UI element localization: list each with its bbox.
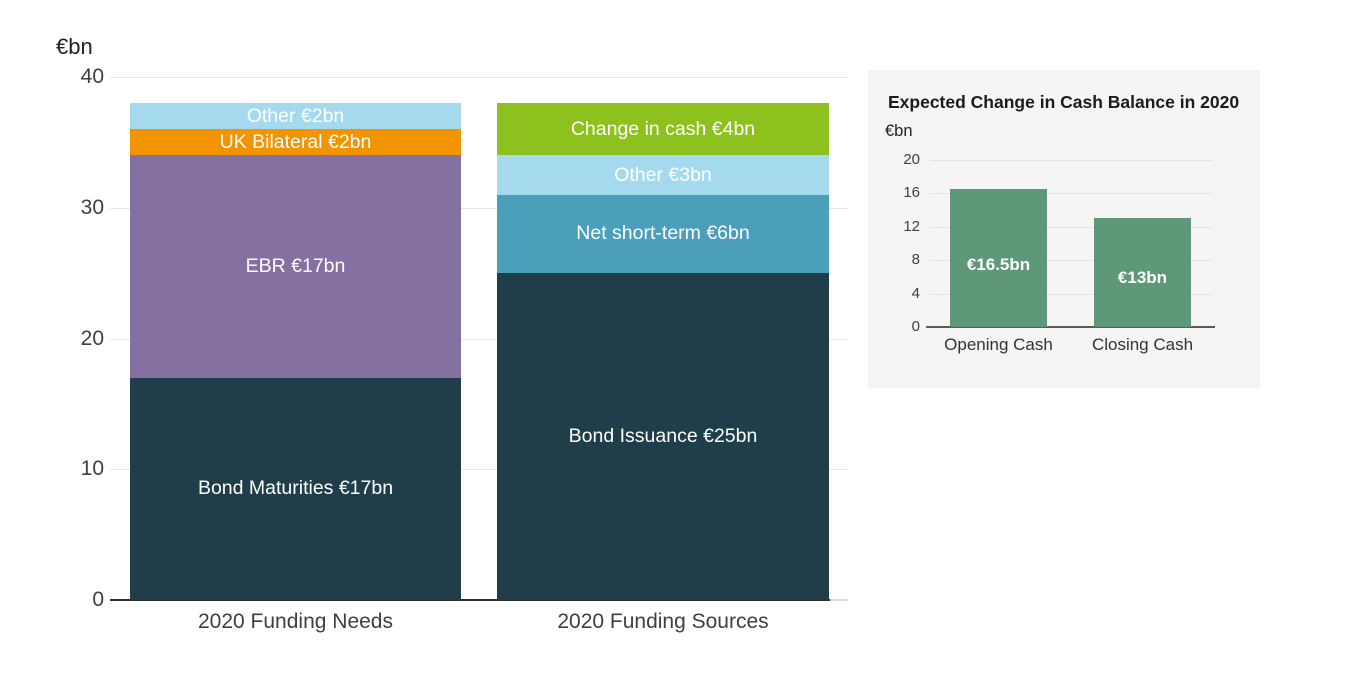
inset-y-tick-label: 12 xyxy=(903,217,920,235)
bar-segment: UK Bilateral €2bn xyxy=(130,129,461,156)
main-axis-unit-label: €bn xyxy=(56,34,93,59)
y-tick-label: 40 xyxy=(80,65,104,88)
y-tick-label: 30 xyxy=(80,195,104,219)
inset-y-tick-label: 0 xyxy=(911,318,920,335)
inset-bar-value-label: €13bn xyxy=(1117,268,1168,287)
inset-bar xyxy=(1094,218,1191,327)
bar-segment-label: Net short-term €6bn xyxy=(576,222,750,245)
bar-segment-label: Other €3bn xyxy=(614,163,712,186)
gridline xyxy=(110,469,848,471)
inset-x-axis-line xyxy=(926,326,1215,328)
inset-y-tick-label: 16 xyxy=(903,184,920,201)
inset-gridline xyxy=(930,260,1213,261)
bar-segment: Other €3bn xyxy=(497,155,829,195)
y-tick-label: 10 xyxy=(80,457,104,481)
x-axis-category-label: 2020 Funding Needs xyxy=(198,610,393,633)
bar-segment: Bond Issuance €25bn xyxy=(497,273,829,600)
inset-y-tick-label: 8 xyxy=(911,251,920,268)
inset-x-axis-category-label: Closing Cash xyxy=(1091,335,1194,354)
y-tick-label: 0 xyxy=(92,588,104,611)
bar-segment: Net short-term €6bn xyxy=(497,194,829,274)
bar-segment: Other €2bn xyxy=(130,103,461,130)
x-axis-line-extension xyxy=(830,599,848,601)
x-axis-line xyxy=(110,599,830,601)
inset-plot-area: 0 4 8 12 16 20 €16.5bn Opening Cash €13bn Closing… xyxy=(868,70,1260,388)
inset-bar-value-label: €16.5bn xyxy=(966,254,1031,274)
inset-y-tick-label: 4 xyxy=(911,284,920,302)
bar-segment-label: UK Bilateral €2bn xyxy=(219,130,372,153)
bar-segment-label: Bond Maturities €17bn xyxy=(197,477,394,500)
bar-segment-label: EBR €17bn xyxy=(245,255,346,278)
bar-segment-label: Change in cash €4bn xyxy=(570,117,756,140)
gridline xyxy=(110,338,848,340)
inset-gridline xyxy=(930,193,1213,194)
x-axis-category-label: 2020 Funding Sources xyxy=(557,610,769,633)
bar-segment: Bond Maturities €17bn xyxy=(130,377,461,600)
y-tick-label: 20 xyxy=(80,326,104,350)
bar-segment-label: Other €2bn xyxy=(246,104,345,127)
gridline xyxy=(110,207,848,209)
bar-segment: EBR €17bn xyxy=(130,155,461,378)
bar-segment-label: Bond Issuance €25bn xyxy=(568,425,758,448)
inset-y-tick-label: 20 xyxy=(903,150,920,168)
inset-title: Expected Change in Cash Balance in 2020 xyxy=(888,92,1240,112)
inset-gridline xyxy=(930,226,1213,228)
inset-x-axis-category-label: Opening Cash xyxy=(944,335,1053,354)
inset-axis-unit-label: €bn xyxy=(885,122,913,140)
gridline xyxy=(110,77,848,78)
stacked-bar: Bond Maturities €17bn EBR €17bn UK Bilater… xyxy=(130,103,461,600)
bar-segment: Change in cash €4bn xyxy=(497,103,829,156)
inset-panel: Expected Change in Cash Balance in 2020 … xyxy=(868,70,1260,388)
inset-bar xyxy=(950,188,1047,327)
stacked-bar: Bond Issuance €25bn Net short-term €6bn Ot… xyxy=(497,103,829,600)
inset-gridline xyxy=(930,293,1213,295)
inset-gridline xyxy=(930,159,1213,161)
